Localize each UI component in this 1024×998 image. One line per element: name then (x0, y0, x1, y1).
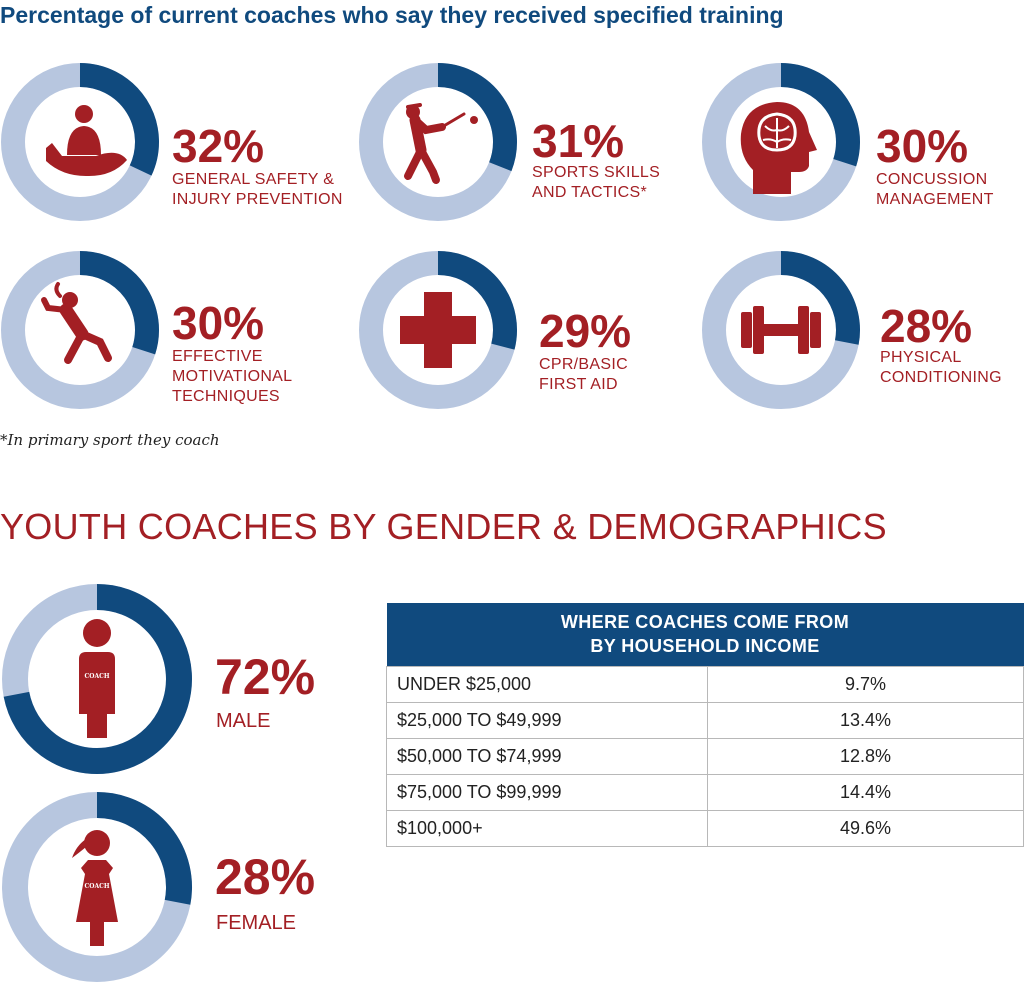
female-shirt-text: COACH (84, 883, 109, 890)
training-percent-4: 30% (172, 297, 265, 349)
female-percent: 28% (215, 849, 316, 905)
male-percent: 72% (215, 649, 316, 705)
table-row: $25,000 TO $49,999 13.4% (386, 702, 1024, 739)
donut-value-arc (3, 584, 192, 774)
income-range-cell: $100,000+ (386, 810, 708, 847)
table-row: UNDER $25,000 9.7% (386, 666, 1024, 703)
training-percent-1: 32% (172, 120, 265, 172)
training-label-2-line2: AND TACTICS* (532, 184, 648, 201)
income-table-header: WHERE COACHES COME FROM BY HOUSEHOLD INC… (386, 603, 1024, 667)
income-value-cell: 9.7% (707, 666, 1024, 703)
income-value-cell: 49.6% (707, 810, 1024, 847)
training-donut-4 (0, 250, 160, 410)
training-label-3: CONCUSSION MANAGEMENT (876, 170, 994, 210)
training-label-4-line2: MOTIVATIONAL (172, 368, 293, 385)
income-range-cell: $50,000 TO $74,999 (386, 738, 708, 775)
baseball-batter-icon (404, 103, 478, 184)
gender-donut-female: COACH (0, 790, 194, 984)
dumbbell-icon (741, 306, 821, 354)
income-value-cell: 14.4% (707, 774, 1024, 811)
table-row: $50,000 TO $74,999 12.8% (386, 738, 1024, 775)
footnote: *In primary sport they coach (0, 431, 220, 449)
training-label-1-line1: GENERAL SAFETY & (172, 171, 335, 188)
training-label-4-line1: EFFECTIVE (172, 348, 263, 365)
income-range-cell: $25,000 TO $49,999 (386, 702, 708, 739)
donut-value-arc (96, 792, 192, 905)
training-title: Percentage of current coaches who say th… (0, 2, 784, 28)
demographics-title: YOUTH COACHES BY GENDER & DEMOGRAPHICS (0, 506, 887, 547)
donut-value-arc (780, 63, 860, 167)
training-donut-6 (701, 250, 861, 410)
income-table: WHERE COACHES COME FROM BY HOUSEHOLD INC… (386, 603, 1024, 847)
male-shirt-text: COACH (84, 673, 109, 680)
table-row: $100,000+ 49.6% (386, 810, 1024, 847)
training-label-2-line1: SPORTS SKILLS (532, 164, 661, 181)
donut-value-arc (79, 251, 159, 355)
training-label-5-line2: FIRST AID (539, 376, 618, 393)
hand-holding-person-icon (46, 105, 127, 177)
training-label-5-line1: CPR/BASIC (539, 356, 628, 373)
training-label-1: GENERAL SAFETY & INJURY PREVENTION (172, 170, 343, 210)
training-donut-5 (358, 250, 518, 410)
gender-donut-male: COACH (0, 582, 194, 776)
medical-cross-icon (400, 292, 476, 368)
donut-value-arc (437, 63, 517, 172)
training-percent-3: 30% (876, 120, 969, 172)
income-range-cell: UNDER $25,000 (386, 666, 708, 703)
training-label-5: CPR/BASIC FIRST AID (539, 355, 628, 395)
training-percent-5: 29% (539, 305, 632, 357)
training-label-3-line1: CONCUSSION (876, 171, 988, 188)
training-label-2: SPORTS SKILLS AND TACTICS* (532, 163, 660, 203)
training-label-1-line2: INJURY PREVENTION (172, 191, 343, 208)
training-donut-1 (0, 62, 160, 222)
female-coach-icon (72, 830, 118, 946)
male-coach-icon (79, 619, 115, 738)
income-value-cell: 12.8% (707, 738, 1024, 775)
training-label-4-line3: TECHNIQUES (172, 388, 280, 405)
jumping-athlete-icon (41, 282, 112, 364)
income-header-line2: BY HOUSEHOLD INCOME (590, 636, 820, 656)
training-label-6-line1: PHYSICAL (880, 349, 962, 366)
training-label-3-line2: MANAGEMENT (876, 191, 994, 208)
training-label-6-line2: CONDITIONING (880, 369, 1002, 386)
table-row: $75,000 TO $99,999 14.4% (386, 774, 1024, 811)
donut-value-arc (437, 251, 517, 350)
training-donut-2 (358, 62, 518, 222)
training-donut-3 (701, 62, 861, 222)
male-label: MALE (216, 710, 271, 732)
training-label-4: EFFECTIVE MOTIVATIONAL TECHNIQUES (172, 347, 292, 407)
income-header-line1: WHERE COACHES COME FROM (560, 612, 850, 632)
female-label: FEMALE (216, 912, 297, 934)
income-range-cell: $75,000 TO $99,999 (386, 774, 708, 811)
donut-value-arc (780, 251, 860, 345)
income-value-cell: 13.4% (707, 702, 1024, 739)
donut-value-arc (79, 63, 159, 176)
training-percent-6: 28% (880, 300, 973, 352)
head-brain-icon (740, 102, 817, 194)
training-label-6: PHYSICAL CONDITIONING (880, 348, 1002, 388)
training-percent-2: 31% (532, 115, 625, 167)
